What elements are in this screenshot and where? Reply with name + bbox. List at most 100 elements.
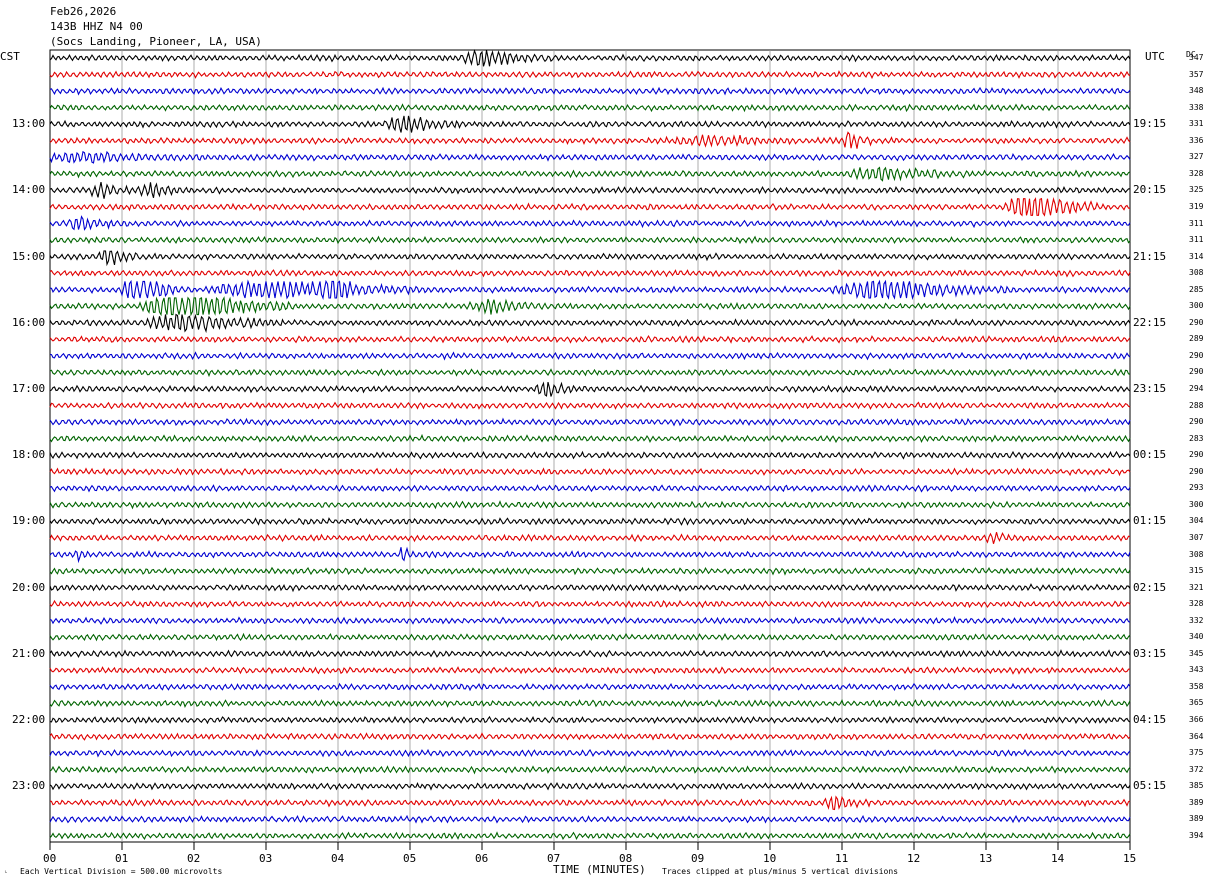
dc-offset-label: 294: [1189, 384, 1204, 393]
seismogram-trace: [49, 313, 1131, 334]
chart-date: Feb26,2026: [50, 5, 117, 18]
left-hour-label: 22:00: [12, 713, 46, 726]
dc-offset-label: 364: [1189, 731, 1204, 741]
dc-offset-label: 290: [1189, 367, 1204, 377]
seismogram-trace: [49, 215, 1131, 231]
seismogram-trace: [49, 131, 1131, 149]
dc-offset-label: 327: [1189, 152, 1204, 162]
right-hour-label: 20:15: [1133, 183, 1167, 197]
dc-header-label: DC: [1186, 50, 1196, 59]
dc-offset-label: 304: [1189, 516, 1204, 526]
left-hour-label: 18:00: [12, 448, 46, 462]
right-hour-label: 22:15: [1133, 315, 1167, 329]
seismogram-trace: [49, 296, 1131, 317]
seismogram-trace: [49, 765, 1131, 775]
dc-offset-label: 328: [1189, 168, 1204, 178]
seismogram-trace: [49, 814, 1131, 824]
seismogram-trace: [49, 748, 1131, 758]
seismogram-trace: [49, 484, 1131, 493]
right-hour-label: 00:15: [1133, 448, 1167, 462]
seismogram-trace: [49, 632, 1131, 642]
dc-offset-label: 283: [1189, 433, 1204, 443]
x-tick-label: 12: [907, 852, 921, 865]
dc-offset-label: 314: [1189, 251, 1204, 261]
left-hour-label: 16:00: [12, 315, 46, 329]
dc-offset-label: 311: [1189, 235, 1204, 245]
seismogram-trace: [49, 781, 1131, 791]
seismogram-trace: [49, 732, 1131, 741]
dc-offset-label: 308: [1189, 549, 1204, 559]
dc-offset-label: 293: [1189, 483, 1204, 493]
right-hour-label: 21:15: [1133, 249, 1167, 263]
x-tick-label: 03: [259, 852, 273, 865]
plot-frame: [49, 49, 1131, 843]
dc-offset-label: 394: [1189, 830, 1204, 840]
seismogram-trace: [49, 500, 1131, 510]
seismogram-trace: [49, 583, 1131, 593]
dc-offset-label: 348: [1189, 86, 1204, 96]
dc-offset-label: 372: [1189, 764, 1204, 774]
dc-offset-label: 328: [1189, 599, 1204, 609]
x-tick-label: 04: [331, 852, 345, 865]
x-tick-label: 07: [547, 852, 561, 865]
dc-offset-label: 319: [1189, 201, 1204, 211]
station-code: 143B HHZ N4 00: [50, 20, 143, 33]
dc-offset-label: 358: [1189, 681, 1204, 691]
left-hour-label: 15:00: [12, 249, 46, 263]
x-tick-label: 01: [115, 852, 129, 865]
seismogram-trace: [49, 517, 1131, 526]
dc-offset-label: 366: [1189, 715, 1204, 724]
dc-offset-label: 375: [1189, 748, 1204, 758]
dc-offset-label: 340: [1189, 632, 1204, 642]
right-hour-label: 04:15: [1133, 713, 1167, 726]
dc-offset-label: 290: [1189, 466, 1204, 476]
dc-offset-label: 331: [1189, 119, 1204, 129]
seismogram-trace: [49, 715, 1131, 725]
seismogram-trace: [49, 368, 1131, 378]
seismogram-trace: [49, 268, 1131, 278]
x-tick-label: 10: [763, 852, 777, 865]
dc-offset-label: 332: [1189, 615, 1204, 625]
dc-offset-label: 289: [1189, 334, 1204, 344]
right-hour-label: 02:15: [1133, 580, 1167, 594]
dc-offset-label: 365: [1189, 698, 1204, 708]
dc-offset-label: 343: [1189, 665, 1204, 675]
seismogram-trace: [49, 698, 1131, 708]
seismogram-trace: [49, 48, 1131, 67]
seismogram-trace: [49, 467, 1131, 477]
left-timezone-label: CST: [0, 50, 20, 63]
dc-offset-label: 300: [1189, 499, 1204, 509]
seismogram-trace: [49, 86, 1131, 96]
dc-offset-label: 300: [1189, 301, 1204, 311]
dc-offset-label: 285: [1189, 284, 1204, 294]
dc-offset-label: 389: [1189, 797, 1204, 807]
x-axis-label: TIME (MINUTES): [553, 863, 646, 876]
left-hour-label: 19:00: [12, 514, 46, 528]
x-tick-label: 14: [1051, 852, 1065, 865]
x-tick-label: 09: [691, 852, 705, 865]
dc-offset-label: 385: [1189, 781, 1204, 791]
seismogram-trace: [49, 682, 1131, 692]
seismogram-trace: [49, 401, 1131, 410]
x-tick-label: 08: [619, 852, 633, 865]
x-tick-label: 11: [835, 852, 849, 865]
left-hour-label: 17:00: [12, 382, 46, 395]
dc-offset-label: 389: [1189, 814, 1204, 824]
x-tick-label: 00: [43, 852, 57, 865]
seismogram-trace: [49, 279, 1131, 301]
dc-offset-label: 290: [1189, 350, 1204, 360]
left-hour-label: 13:00: [12, 117, 46, 131]
dc-offset-label: 290: [1189, 450, 1204, 460]
dc-offset-label: 357: [1189, 69, 1204, 79]
station-location: (Socs Landing, Pioneer, LA, USA): [50, 35, 262, 48]
x-tick-label: 15: [1123, 852, 1137, 865]
seismogram-trace: [49, 450, 1131, 460]
seismogram-trace: [49, 666, 1131, 675]
dc-offset-label: 345: [1189, 648, 1204, 658]
seismogram-trace: [49, 566, 1131, 576]
seismogram-trace: [49, 103, 1131, 113]
right-hour-label: 23:15: [1133, 382, 1167, 395]
x-tick-label: 06: [475, 852, 489, 865]
seismogram-trace: [49, 433, 1131, 444]
